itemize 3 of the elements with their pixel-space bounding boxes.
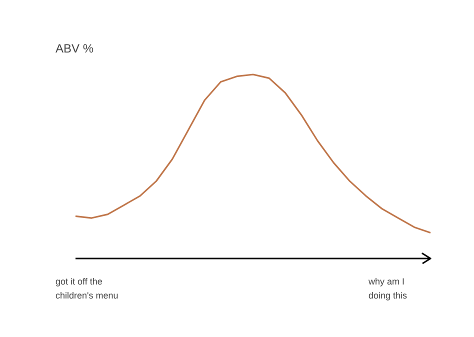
text: got it off the children's menu <box>56 276 118 300</box>
text: why am I doing this <box>368 276 408 300</box>
y-axis-title: ABV % <box>56 42 94 56</box>
